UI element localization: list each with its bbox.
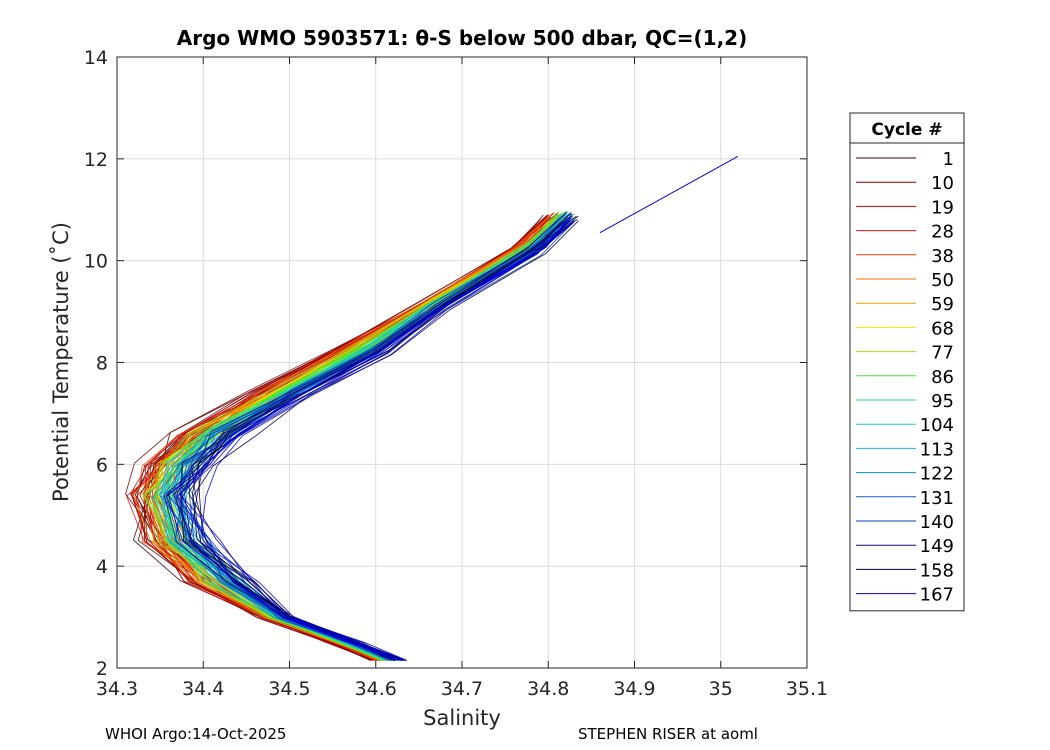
legend-label: 50 xyxy=(931,270,954,291)
profile-line xyxy=(187,211,572,661)
profile-line xyxy=(176,216,571,661)
x-tick-label: 35.1 xyxy=(786,678,828,700)
legend-label: 140 xyxy=(920,512,954,533)
legend-label: 1 xyxy=(943,149,954,170)
x-tick-label: 34.9 xyxy=(613,678,655,700)
legend-label: 149 xyxy=(920,536,954,557)
x-axis-label: Salinity xyxy=(423,706,501,730)
legend-label: 122 xyxy=(920,464,954,485)
x-tick-label: 34.6 xyxy=(355,678,397,700)
y-tick-label: 4 xyxy=(96,556,108,578)
x-tick-label: 34.7 xyxy=(441,678,483,700)
y-tick-label: 12 xyxy=(84,149,108,171)
profile-line xyxy=(199,220,575,661)
x-tick-label: 34.4 xyxy=(182,678,224,700)
y-tick-label: 6 xyxy=(96,454,108,476)
x-tick-label: 34.3 xyxy=(96,678,138,700)
legend-label: 28 xyxy=(931,222,954,243)
footer-date: WHOI Argo:14-Oct-2025 xyxy=(105,725,287,743)
legend-box xyxy=(849,112,965,612)
legend-label: 59 xyxy=(931,294,954,315)
x-tick-label: 34.8 xyxy=(527,678,569,700)
legend-label: 86 xyxy=(931,367,954,388)
legend-label: 77 xyxy=(931,343,954,364)
legend-label: 113 xyxy=(920,439,954,460)
legend-label: 158 xyxy=(920,560,954,581)
legend: Cycle #1 10 19 28 38 50 59 68 77 86 95 104 113 122 131… xyxy=(849,112,965,612)
y-tick-label: 8 xyxy=(96,353,108,375)
legend-label: 167 xyxy=(920,585,954,606)
legend-label: 10 xyxy=(931,173,954,194)
profile-line xyxy=(181,216,567,661)
y-tick-label: 10 xyxy=(84,251,108,273)
profile-line xyxy=(166,220,568,661)
legend-label: 38 xyxy=(931,246,954,267)
profiles xyxy=(125,155,739,661)
y-tick-label: 14 xyxy=(84,47,108,69)
profile-line-highest xyxy=(599,155,739,234)
x-tick-label: 35 xyxy=(709,678,733,700)
legend-label: 68 xyxy=(931,318,954,339)
footer-credit: STEPHEN RISER at aoml xyxy=(578,725,758,743)
y-tick-label: 2 xyxy=(96,658,108,680)
legend-label: 131 xyxy=(920,488,954,509)
legend-label: 95 xyxy=(931,391,954,412)
chart-title: Argo WMO 5903571: θ-S below 500 dbar, QC… xyxy=(176,26,748,50)
x-tick-label: 34.5 xyxy=(268,678,310,700)
ticks: 34.3 34.4 34.5 34.6 34.7 34.8 34.9 35 35.1 2 4 6 8 10… xyxy=(84,47,828,700)
y-axis-label: Potential Temperature (˚C) xyxy=(49,222,73,502)
legend-label: 19 xyxy=(931,197,954,218)
profile-line xyxy=(192,220,579,661)
legend-label: 104 xyxy=(920,415,954,436)
legend-title: Cycle # xyxy=(871,120,942,140)
